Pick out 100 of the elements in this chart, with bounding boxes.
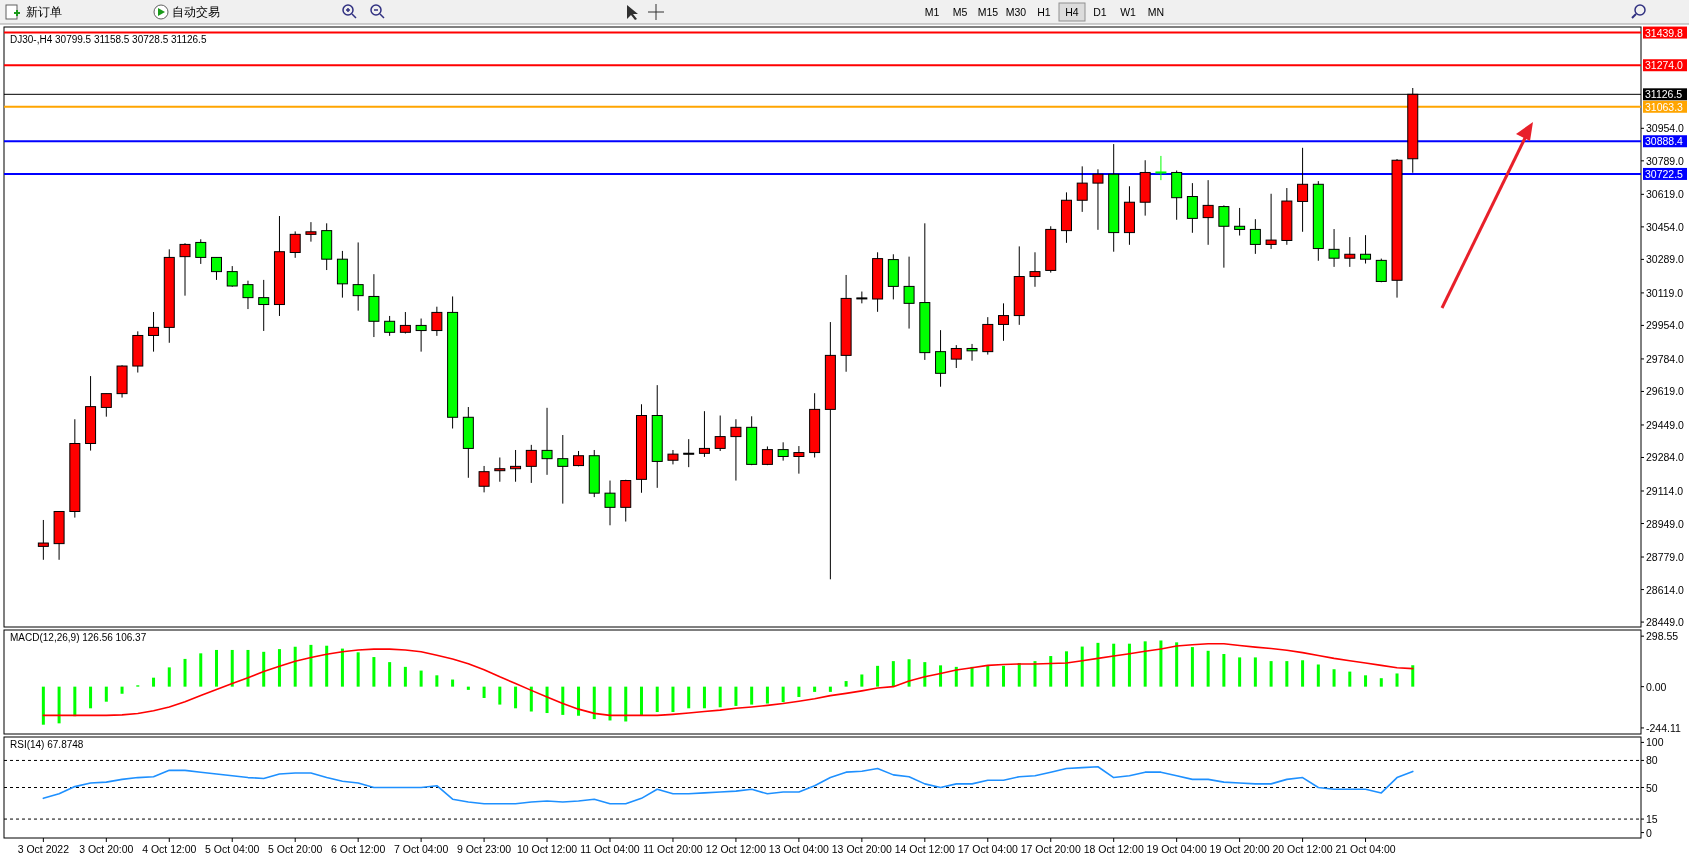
candlestick	[242, 280, 254, 310]
bar	[655, 686, 659, 713]
bar	[1002, 665, 1006, 687]
bar	[592, 686, 596, 720]
bar	[1080, 646, 1084, 687]
candlestick	[510, 449, 522, 483]
y-tick-label: 298.55	[1646, 630, 1679, 643]
bar	[1143, 641, 1147, 687]
candlestick	[1202, 179, 1214, 246]
text: H1	[1037, 6, 1051, 18]
text: W1	[1120, 6, 1137, 18]
x-tick-label: 5 Oct 04:00	[205, 843, 260, 855]
y-tick-label: 28614.0	[1646, 583, 1685, 596]
bar	[907, 659, 911, 687]
bar	[891, 661, 895, 687]
bar	[765, 686, 769, 704]
x-tick-label: 14 Oct 12:00	[894, 843, 956, 855]
candlestick	[1029, 251, 1041, 288]
text: D1	[1093, 6, 1107, 18]
candlestick	[1155, 155, 1167, 181]
text: 自动交易	[172, 5, 220, 19]
ref-line-label: 30888.4	[1645, 135, 1684, 148]
text: H4	[1065, 6, 1079, 18]
x-tick-label: 10 Oct 12:00	[516, 843, 578, 855]
bar	[750, 686, 754, 705]
bar	[466, 686, 470, 690]
y-tick-label: 28949.0	[1646, 517, 1685, 530]
bar	[844, 681, 848, 687]
bar	[529, 686, 533, 712]
y-tick-label: 30619.0	[1646, 188, 1685, 201]
x-tick-label: 9 Oct 23:00	[456, 843, 512, 855]
bar	[608, 686, 612, 721]
bar	[1395, 673, 1399, 687]
candlestick	[698, 410, 710, 458]
candlestick	[557, 434, 569, 505]
candlestick	[998, 302, 1010, 342]
candlestick	[1076, 165, 1088, 213]
y-tick-label: 29954.0	[1646, 319, 1685, 332]
candlestick	[179, 242, 191, 297]
x-tick-label: 4 Oct 12:00	[142, 843, 197, 855]
bar	[797, 686, 801, 697]
candlestick	[384, 315, 396, 337]
y-tick-label: 0.00	[1646, 680, 1667, 693]
ref-line-label: 31274.0	[1645, 59, 1684, 72]
x-tick-label: 5 Oct 20:00	[268, 843, 323, 855]
y-tick-label: 29449.0	[1646, 418, 1685, 431]
bar	[639, 686, 643, 716]
chart-title: MACD(12,26,9) 126.56 106.37	[10, 632, 147, 643]
candlestick	[777, 441, 789, 462]
bar	[577, 686, 581, 716]
ref-line-label: 31126.5	[1645, 88, 1683, 101]
text: M30	[1005, 6, 1027, 18]
candlestick	[966, 343, 978, 362]
bar	[1127, 643, 1131, 687]
candlestick	[305, 221, 317, 243]
bar	[57, 686, 61, 724]
bar	[1112, 643, 1116, 687]
bar	[277, 649, 281, 687]
y-tick-label: 30789.0	[1646, 154, 1685, 167]
x-tick-label: 12 Oct 12:00	[705, 843, 767, 855]
candlestick	[730, 418, 742, 482]
bar	[215, 649, 218, 687]
text: M15	[977, 6, 999, 18]
y-tick-label: 50	[1646, 781, 1658, 794]
bar	[1064, 651, 1068, 687]
candlestick	[37, 519, 49, 561]
chart-title: RSI(14) 67.8748	[10, 739, 84, 750]
x-tick-label: 21 Oct 04:00	[1335, 843, 1396, 855]
text: M5	[952, 6, 968, 18]
bar	[199, 653, 203, 687]
candlestick	[1249, 218, 1261, 255]
candlestick	[195, 238, 207, 265]
bar	[262, 651, 266, 687]
bar	[1222, 654, 1226, 687]
bar	[876, 665, 880, 687]
y-tick-label: 28779.0	[1646, 551, 1685, 564]
bar	[923, 662, 927, 687]
candlestick	[399, 311, 411, 334]
candlestick	[856, 291, 868, 304]
candlestick	[289, 230, 301, 259]
candlestick	[683, 438, 695, 468]
bar	[451, 679, 455, 687]
bar	[939, 665, 943, 687]
bar	[1285, 661, 1289, 687]
candlestick	[1218, 204, 1230, 269]
y-tick-label: 30119.0	[1646, 286, 1684, 299]
line-series	[42, 642, 1414, 717]
line-series	[42, 765, 1414, 805]
candlestick	[478, 465, 490, 493]
x-tick-label: 17 Oct 04:00	[957, 843, 1018, 855]
candlestick	[903, 256, 915, 330]
candlestick	[494, 456, 506, 483]
candlestick	[1186, 182, 1198, 234]
candlestick	[541, 407, 553, 476]
candlestick	[525, 444, 537, 484]
y-tick-label: 28449.0	[1646, 616, 1685, 629]
candlestick	[1234, 207, 1246, 237]
bar	[1348, 671, 1352, 687]
bar	[89, 686, 93, 709]
bar	[1364, 675, 1368, 687]
